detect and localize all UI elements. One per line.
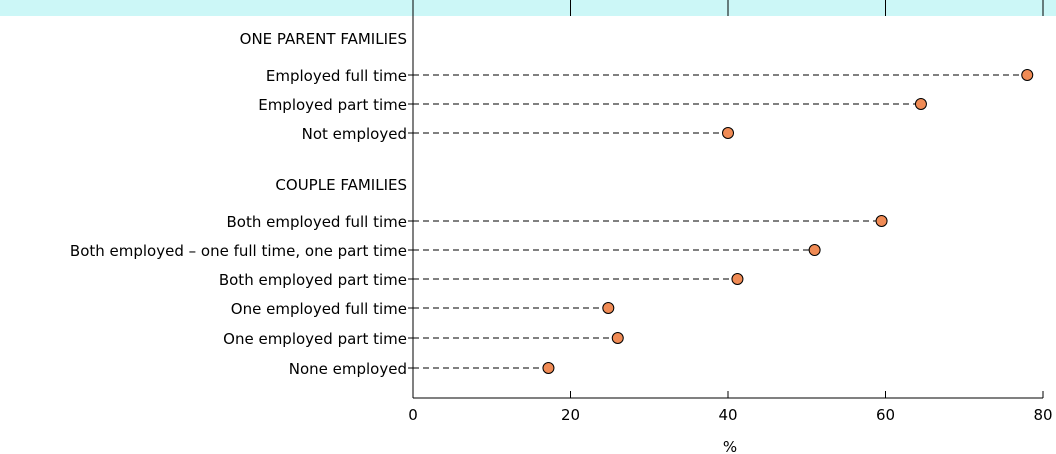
data-point-marker [732, 274, 743, 285]
row-label: Both employed full time [226, 213, 407, 231]
x-tick-label: 0 [408, 406, 418, 424]
data-point-marker [543, 363, 554, 374]
x-tick-label: 40 [718, 406, 737, 424]
x-tick-label: 80 [1033, 406, 1052, 424]
axis-layer: 0 20 40 60 80 [408, 0, 1052, 424]
x-tick-label: 20 [561, 406, 580, 424]
row-label: Both employed part time [219, 271, 407, 289]
data-point-marker [809, 245, 820, 256]
data-point-marker [915, 99, 926, 110]
row-label: One employed full time [231, 300, 407, 318]
row-label: Employed part time [258, 96, 407, 114]
data-point-marker [876, 216, 887, 227]
x-tick-label: 60 [876, 406, 895, 424]
data-point-marker [612, 333, 623, 344]
row-label: Not employed [302, 125, 407, 143]
data-point-marker [603, 303, 614, 314]
rows-layer: ONE PARENT FAMILIES Employed full time Emp… [70, 30, 1033, 378]
group-label: COUPLE FAMILIES [275, 176, 407, 194]
row-label: One employed part time [223, 330, 407, 348]
row-label: None employed [289, 360, 407, 378]
data-point-marker [1022, 70, 1033, 81]
row-label: Employed full time [266, 67, 407, 85]
row-label: Both employed – one full time, one part … [70, 242, 407, 260]
x-axis-title: % [723, 438, 737, 454]
data-point-marker [723, 128, 734, 139]
group-label: ONE PARENT FAMILIES [240, 30, 407, 48]
